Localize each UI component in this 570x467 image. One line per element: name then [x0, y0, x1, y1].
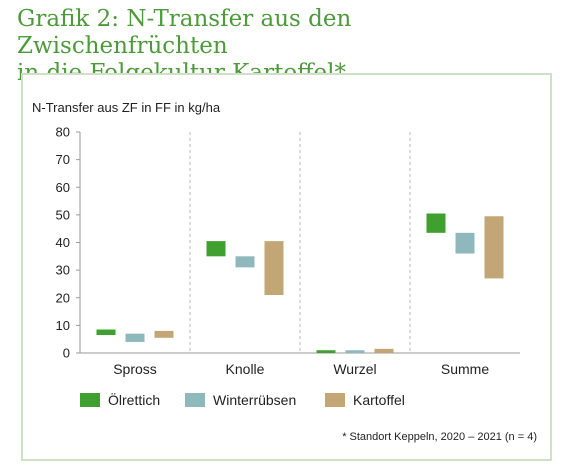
y-tick-label: 0 [63, 346, 70, 361]
legend-label: Ölrettich [108, 391, 160, 408]
bars [96, 213, 504, 353]
bar-knolle-1 [206, 241, 226, 257]
chart-frame [21, 73, 552, 461]
y-tick-label: 10 [56, 318, 70, 333]
legend-swatch [185, 393, 205, 407]
y-tick-label: 80 [56, 125, 70, 140]
y-tick-label: 60 [56, 180, 70, 195]
y-tick-label: 70 [56, 152, 70, 167]
heading-line-1: Grafik 2: N-Transfer aus den Zwischenfrü… [17, 6, 352, 59]
bar-wurzel-3 [374, 348, 394, 353]
axes: 0 10 20 30 40 50 60 70 80 Spross Knolle Wurzel Summe [56, 125, 520, 377]
bar-spross-1 [96, 329, 116, 336]
bar-spross-2 [125, 333, 145, 342]
y-tick-label: 50 [56, 207, 70, 222]
legend-swatch [325, 393, 345, 407]
y-tick-label: 30 [56, 263, 70, 278]
bar-summe-3 [484, 216, 504, 279]
legend-label: Kartoffel [353, 392, 405, 408]
bar-summe-1 [426, 213, 446, 233]
legend-swatch [80, 393, 100, 407]
bar-knolle-3 [264, 241, 284, 295]
legend: Ölrettich Winterrübsen Kartoffel [80, 391, 405, 408]
footnote: * Standort Keppeln, 2020 – 2021 (n = 4) [342, 431, 537, 443]
legend-label: Winterrübsen [213, 392, 296, 408]
y-axis-label: N-Transfer aus ZF in FF in kg/ha [32, 100, 221, 115]
bar-knolle-2 [235, 256, 255, 268]
bar-wurzel-2 [345, 350, 365, 353]
x-tick-label: Summe [441, 361, 489, 377]
y-tick-label: 20 [56, 290, 70, 305]
x-tick-label: Knolle [226, 361, 265, 377]
bar-wurzel-1 [316, 350, 336, 353]
bar-spross-3 [154, 330, 174, 338]
y-tick-label: 40 [56, 235, 70, 250]
x-tick-label: Wurzel [333, 361, 376, 377]
x-tick-label: Spross [113, 361, 157, 377]
bar-summe-2 [455, 232, 475, 254]
